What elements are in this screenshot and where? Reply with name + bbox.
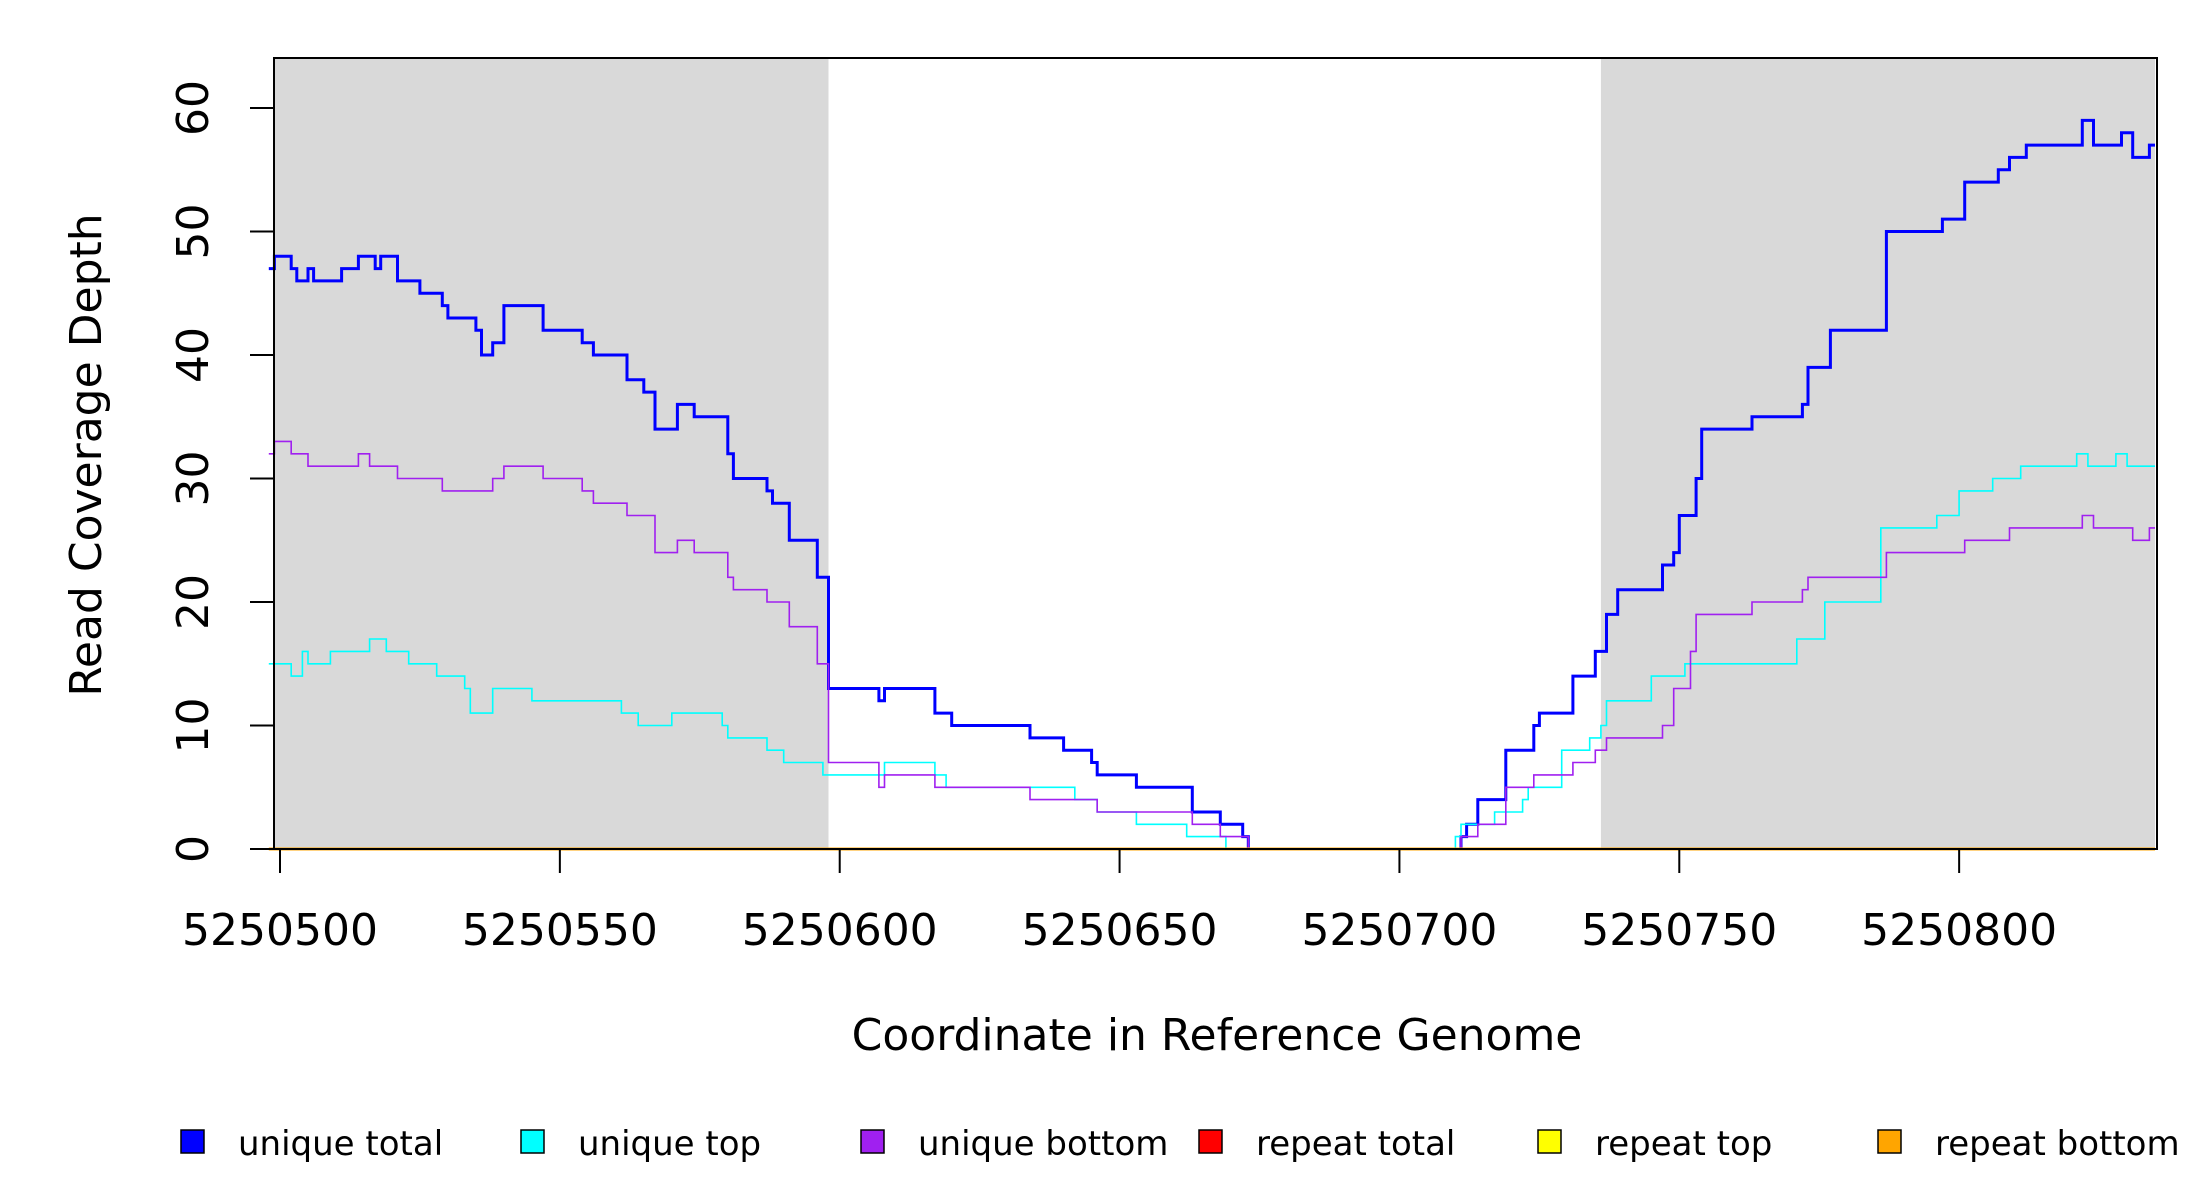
x-axis-title: Coordinate in Reference Genome (852, 1010, 1583, 1061)
x-tick-label: 5250500 (182, 905, 378, 956)
legend-swatch-repeat-total (1198, 1129, 1223, 1154)
shading-layer (274, 58, 2156, 849)
legend-label-unique-top: unique top (578, 1124, 761, 1164)
y-tick-label: 10 (168, 698, 219, 754)
x-axis: 5250500 5250550 5250600 5250650 5250700 52507… (182, 848, 2057, 956)
y-tick-label: 30 (168, 451, 219, 507)
y-tick-label: 40 (168, 327, 219, 383)
y-tick-label: 0 (168, 835, 219, 863)
y-tick-label: 20 (168, 574, 219, 630)
x-tick-label: 5250800 (1861, 905, 2057, 956)
y-axis-title: Read Coverage Depth (61, 213, 112, 696)
legend: unique total unique top unique bottom repea… (180, 1124, 2180, 1164)
x-tick-label: 5250700 (1301, 905, 1497, 956)
x-tick-label: 5250750 (1581, 905, 1777, 956)
x-tick-label: 5250550 (462, 905, 658, 956)
x-tick-label: 5250650 (1022, 905, 1218, 956)
shaded-region-1 (274, 58, 829, 849)
y-tick-label: 50 (168, 204, 219, 260)
x-tick-label: 5250600 (742, 905, 938, 956)
legend-swatch-unique-bottom (860, 1129, 885, 1154)
legend-swatch-unique-top (520, 1129, 545, 1154)
legend-swatch-repeat-top (1537, 1129, 1562, 1154)
legend-label-unique-bottom: unique bottom (918, 1124, 1168, 1164)
legend-swatch-unique-total (180, 1129, 205, 1154)
legend-label-repeat-total: repeat total (1256, 1124, 1455, 1164)
series-line-unique-total (268, 118, 2155, 851)
legend-swatch-repeat-bottom (1877, 1129, 1902, 1154)
y-tick-label: 60 (168, 80, 219, 136)
legend-label-repeat-bottom: repeat bottom (1935, 1124, 2180, 1164)
legend-label-unique-total: unique total (238, 1124, 443, 1164)
shaded-region-2 (1600, 58, 2156, 849)
legend-label-repeat-top: repeat top (1595, 1124, 1772, 1164)
y-axis: 0 10 20 30 40 50 60 (168, 80, 275, 863)
series-line-unique-bottom (268, 440, 2155, 850)
